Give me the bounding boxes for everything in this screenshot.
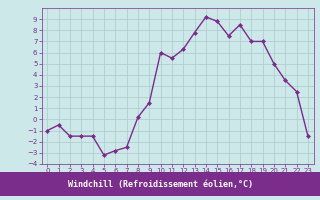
Text: Windchill (Refroidissement éolien,°C): Windchill (Refroidissement éolien,°C) xyxy=(68,180,252,188)
